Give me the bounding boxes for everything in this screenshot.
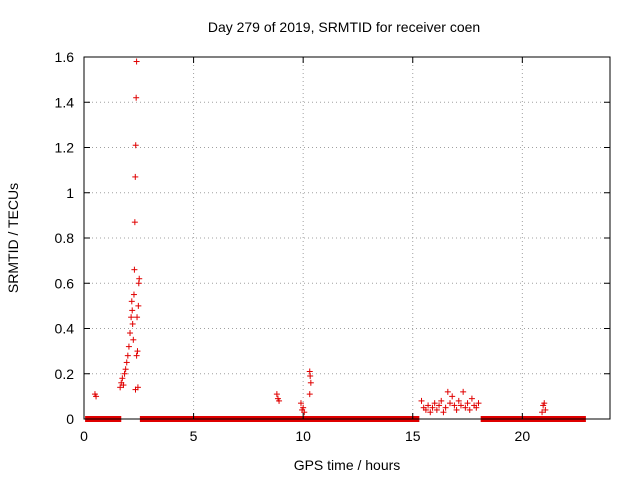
y-tick-label: 0 [66,411,74,427]
data-point [133,58,140,65]
data-point [425,402,432,409]
data-point [455,397,462,404]
data-point [123,359,130,366]
data-point [541,400,548,407]
y-tick-label: 1 [66,185,74,201]
data-point [466,406,473,413]
y-tick-label: 1.6 [55,49,75,65]
data-point [132,386,139,393]
data-points [85,58,586,422]
data-point [135,302,142,309]
data-point [276,397,283,404]
data-point [539,409,546,416]
data-point [127,330,134,337]
data-point [306,391,313,398]
y-tick-label: 1.4 [55,94,75,110]
data-point [132,142,139,149]
data-point [130,291,137,298]
y-tick-label: 1.2 [55,140,75,156]
y-tick-label: 0.8 [55,230,75,246]
data-point [297,400,304,407]
y-tick-label: 0.4 [55,321,75,337]
data-point [440,409,447,416]
data-point [427,409,434,416]
data-point [129,307,136,314]
x-tick-label: 20 [515,428,531,444]
data-point [422,406,429,413]
data-point [438,397,445,404]
data-point [128,298,135,305]
data-point [307,373,314,380]
data-point [136,275,143,282]
x-tick-label: 10 [295,428,311,444]
data-point [464,400,471,407]
data-point [431,400,438,407]
data-point [444,388,451,395]
data-point [134,314,141,321]
data-point [429,404,436,411]
data-point [300,404,307,411]
y-tick-label: 0.6 [55,275,75,291]
data-point [462,404,469,411]
data-point [468,395,475,402]
data-point [131,219,138,226]
data-point [130,336,137,343]
data-point [122,366,129,373]
data-point [457,402,464,409]
data-point [119,375,126,382]
data-point [307,379,314,386]
data-point [273,391,280,398]
data-point [436,402,443,409]
data-point [124,352,131,359]
x-axis-label: GPS time / hours [294,457,401,473]
data-point [301,409,308,416]
y-tick-label: 0.2 [55,366,75,382]
data-point [542,406,549,413]
data-point [133,94,140,101]
data-point [442,404,449,411]
data-point [473,404,480,411]
data-point [451,402,458,409]
y-axis-label: SRMTID / TECUs [5,183,21,293]
data-point [129,320,136,327]
data-point [453,406,460,413]
plot-frame [83,56,611,420]
x-tick-label: 15 [405,428,421,444]
chart-title: Day 279 of 2019, SRMTID for receiver coe… [208,19,480,35]
data-point [121,370,128,377]
data-point [132,173,139,180]
data-point [433,406,440,413]
data-point [133,352,140,359]
data-point [125,343,132,350]
data-point [128,314,135,321]
data-point [131,266,138,273]
data-point [449,393,456,400]
data-point [93,393,100,400]
x-tick-label: 0 [80,428,88,444]
data-point [460,388,467,395]
data-point [475,400,482,407]
grid-lines [84,57,610,419]
data-point [120,382,127,389]
axis-ticks: 0 5 10 15 20 0 0.2 0.4 0.6 0.8 1 1.2 1.4 1.6 [55,49,610,444]
data-point [418,397,425,404]
x-tick-label: 5 [190,428,198,444]
data-point [134,348,141,355]
data-point [447,400,454,407]
data-point [117,384,124,391]
